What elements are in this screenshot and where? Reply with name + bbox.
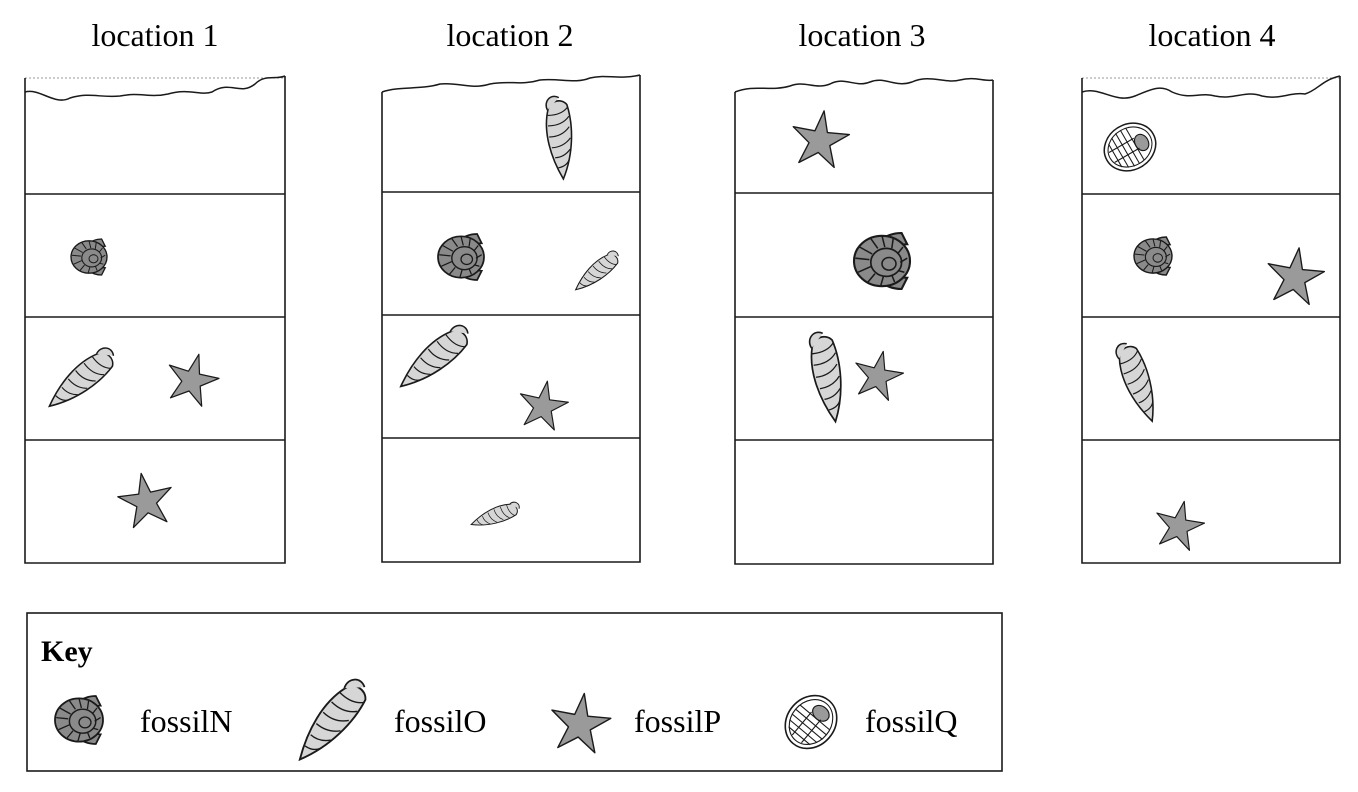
fossil-n-icon [1133, 236, 1173, 276]
trilobite-icon [773, 684, 849, 760]
fossil-n-icon [437, 233, 485, 281]
fossil-o-icon [779, 328, 872, 423]
fossil-n-icon [70, 238, 108, 276]
key-label-fossil-q: fossilQ [865, 703, 957, 739]
fossil-p-icon [514, 376, 572, 433]
location-3-ground-surface [734, 77, 994, 93]
ammonite-shell-icon [54, 695, 104, 745]
location-4-ground-surface [1081, 75, 1341, 99]
location-1-column [24, 75, 286, 564]
spiral-cone-shell-icon [286, 677, 376, 761]
location-4-title: location 4 [1148, 17, 1275, 53]
fossil-o-icon [399, 324, 469, 388]
fossil-p-icon [849, 345, 908, 403]
location-2-title: location 2 [446, 17, 573, 53]
key-label-fossil-n: fossilN [140, 703, 232, 739]
location-3-title: location 3 [798, 17, 925, 53]
location-1-ground-surface [24, 75, 286, 101]
fossil-o-icon [48, 347, 115, 407]
key-label-fossil-p: fossilP [634, 703, 721, 739]
fossil-q-icon [1094, 113, 1166, 181]
fossil-o-icon [575, 250, 619, 291]
key-legend: Key fossilN fossilO fossilP fossilQ [26, 612, 1003, 772]
fossil-p-icon [1262, 243, 1328, 307]
location-3-column [734, 77, 994, 565]
fossil-p-icon [787, 106, 853, 170]
location-2-ground-surface [381, 74, 641, 93]
fossil-p-icon [113, 468, 178, 530]
starfish-icon [546, 688, 615, 755]
location-2-column [381, 74, 641, 563]
key-label-fossil-o: fossilO [394, 703, 486, 739]
fossil-p-icon [160, 347, 225, 410]
key-title: Key [41, 635, 93, 668]
fossil-o-icon [470, 490, 522, 539]
fossil-p-icon [1150, 495, 1209, 553]
location-4-column [1081, 75, 1341, 564]
fossil-o-icon [1096, 340, 1175, 422]
fossil-n-icon [852, 231, 912, 291]
fossil-o-icon [514, 92, 601, 180]
location-1-title: location 1 [91, 17, 218, 53]
